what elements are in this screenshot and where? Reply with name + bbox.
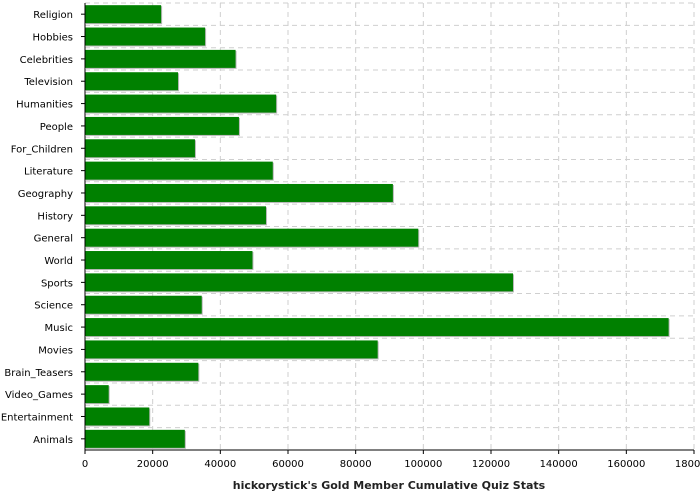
bar-humanities [85, 94, 277, 113]
bar-music [85, 318, 669, 337]
category-label: Geography [18, 189, 73, 200]
category-label: People [40, 122, 73, 133]
category-labels: Religion Hobbies Celebrities Television Huma… [1, 10, 73, 446]
grid [85, 2, 695, 451]
bar-general [85, 228, 419, 247]
category-label: History [37, 211, 73, 222]
category-label: Video_Games [5, 390, 73, 401]
bar-video-games [85, 385, 109, 404]
bar-hobbies [85, 27, 206, 46]
category-label: World [44, 256, 73, 267]
category-label: Entertainment [1, 412, 73, 423]
category-label: General [34, 234, 73, 245]
category-label: Celebrities [20, 55, 73, 66]
category-label: For_Children [11, 144, 73, 155]
bar-literature [85, 161, 273, 180]
x-tick-labels: 0 20000 40000 60000 80000 100000 120000 140000 1… [82, 459, 700, 470]
bars [85, 5, 670, 449]
x-tick-label: 40000 [204, 459, 236, 470]
category-label: Hobbies [33, 33, 73, 44]
x-tick-label: 180000 [675, 459, 700, 470]
x-tick-label: 0 [82, 459, 88, 470]
x-tick-label: 140000 [540, 459, 578, 470]
bar-world [85, 251, 253, 270]
bar-television [85, 72, 179, 91]
bar-science [85, 295, 202, 314]
category-label: Animals [33, 435, 73, 446]
bar-people [85, 116, 239, 135]
category-label: Humanities [16, 100, 73, 111]
category-label: Movies [38, 345, 73, 356]
bar-entertainment [85, 407, 150, 426]
bar-history [85, 206, 267, 225]
bar-movies [85, 340, 378, 359]
x-tick-label: 20000 [137, 459, 169, 470]
x-tick-label: 160000 [607, 459, 645, 470]
x-tick-label: 100000 [404, 459, 442, 470]
category-label: Literature [24, 167, 73, 178]
x-tick-label: 60000 [272, 459, 304, 470]
x-axis-title: hickorystick's Gold Member Cumulative Qu… [233, 479, 546, 492]
bar-geography [85, 183, 393, 202]
bar-celebrities [85, 49, 236, 68]
category-label: Sports [41, 278, 73, 289]
category-label: Television [23, 77, 73, 88]
x-tick-label: 120000 [472, 459, 510, 470]
bar-sports [85, 273, 513, 292]
category-label: Religion [33, 10, 73, 21]
bar-brain-teasers [85, 362, 199, 381]
x-tick-label: 80000 [340, 459, 372, 470]
category-label: Brain_Teasers [4, 368, 73, 379]
axes [81, 3, 695, 454]
bar-religion [85, 5, 162, 24]
bar-for-children [85, 139, 195, 158]
category-label: Music [45, 323, 73, 334]
bar-animals [85, 429, 185, 448]
category-label: Science [34, 301, 73, 312]
